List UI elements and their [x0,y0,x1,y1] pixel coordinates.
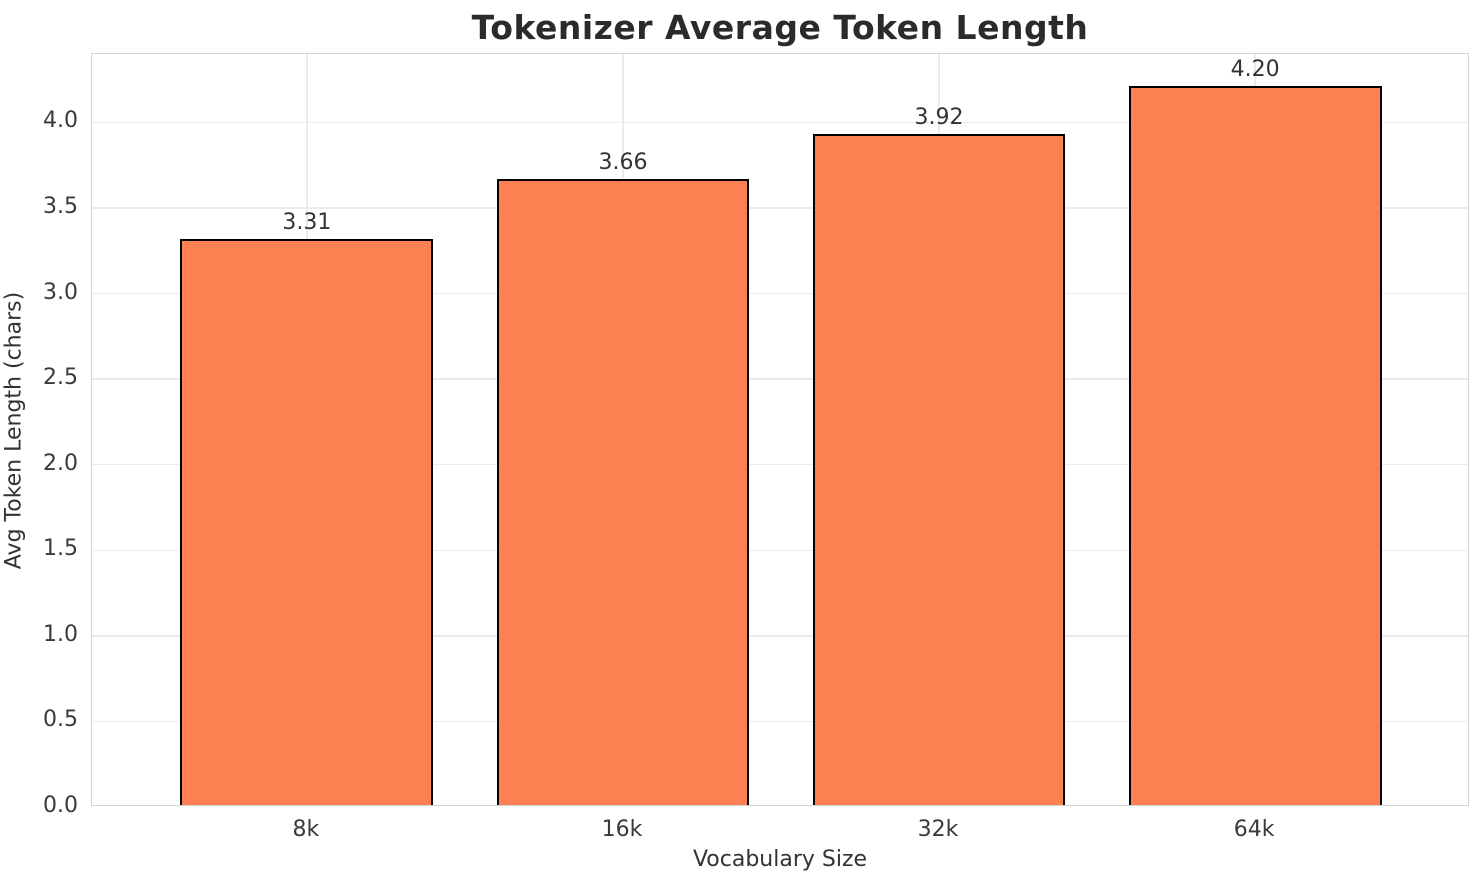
horizontal-gridline [92,720,1468,723]
horizontal-gridline [92,207,1468,209]
y-tick-label: 0.0 [43,793,78,818]
bar-16k [496,178,750,805]
plot-area: 3.31 3.66 3.92 4.20 [91,53,1469,806]
horizontal-gridline [92,378,1468,380]
x-tick-label-16k: 16k [601,817,643,842]
horizontal-gridline [92,635,1468,637]
horizontal-gridline [92,292,1468,295]
y-tick-label: 2.5 [43,365,78,391]
bar-32k [812,134,1066,805]
y-tick-label: 1.5 [43,536,78,562]
bar-value-label: 3.31 [282,209,332,235]
x-tick-label-32k: 32k [917,817,959,842]
horizontal-gridline [92,463,1468,466]
bar-8k [180,238,434,805]
bar-value-label: 3.66 [598,149,648,175]
bar-value-label: 4.20 [1230,57,1280,83]
x-tick-label-8k: 8k [292,817,320,842]
horizontal-gridline [92,121,1468,124]
x-axis-label: Vocabulary Size [692,847,868,872]
y-tick-label: 2.0 [43,450,78,476]
bar-64k [1128,86,1382,805]
x-tick-label-64k: 64k [1233,817,1275,842]
y-tick-label: 1.0 [43,621,78,647]
horizontal-gridline [92,549,1468,552]
y-tick-label: 3.5 [43,194,78,220]
chart-title: Tokenizer Average Token Length [471,8,1089,47]
y-tick-label: 3.0 [43,279,78,305]
y-tick-label: 4.0 [43,108,78,134]
y-tick-label: 0.5 [43,707,78,733]
bar-value-label: 3.92 [914,105,964,131]
y-axis-label: Avg Token Length (chars) [1,291,27,570]
